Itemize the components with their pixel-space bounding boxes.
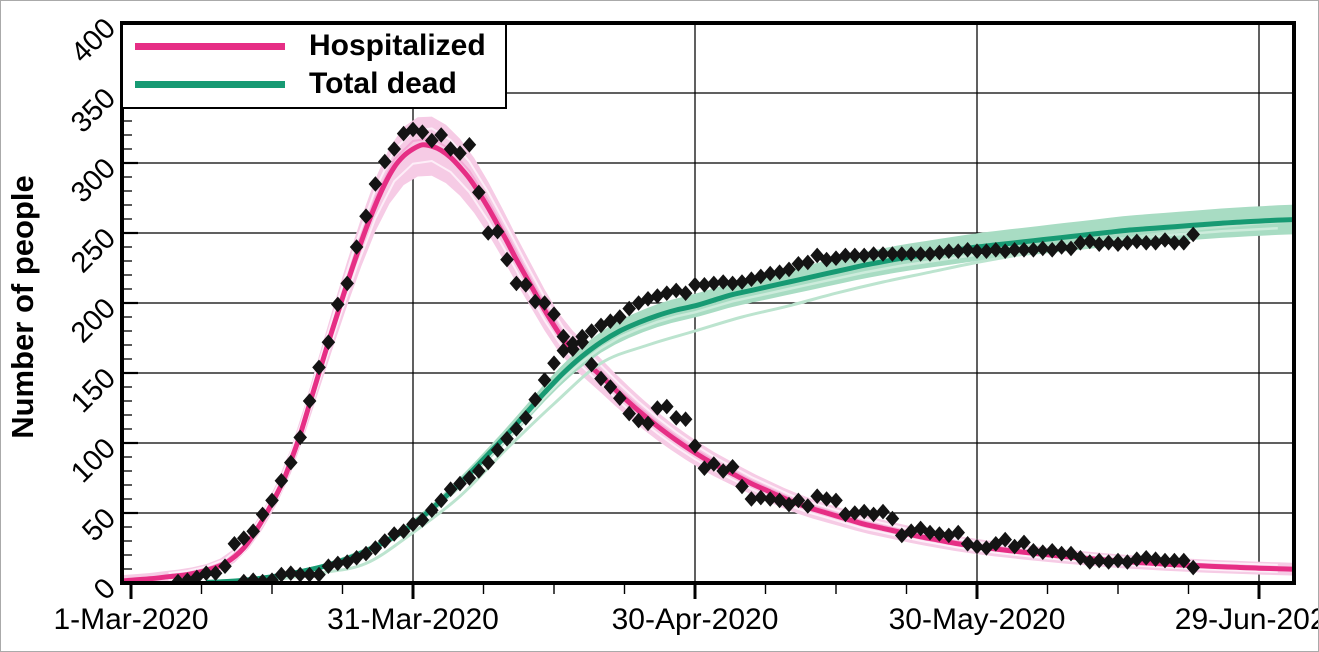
total-dead-line-swatch [135, 80, 285, 88]
y-tick-label: 50 [77, 502, 122, 547]
y-tick-label: 400 [65, 12, 122, 69]
x-tick-label: 29-Jun-2020 [1175, 603, 1319, 636]
hospitalized-sim-trace [168, 127, 1278, 575]
y-tick-label: 250 [65, 222, 122, 279]
plot-frame [120, 21, 1296, 585]
x-tick-label: 1-Mar-2020 [53, 603, 208, 636]
y-tick-label: 100 [65, 432, 122, 489]
total-dead-uncertainty-band [206, 204, 1294, 583]
hospitalized-line-swatch [135, 42, 285, 50]
y-tick-label: 0 [88, 572, 122, 606]
x-tick-label: 30-Apr-2020 [612, 603, 779, 636]
hospitalized-sim-trace [168, 137, 1278, 577]
y-tick-label: 350 [65, 82, 122, 139]
legend: Hospitalized Total dead [121, 23, 507, 109]
hospitalized-median-line [122, 142, 1294, 583]
plot-data-layer [122, 116, 1294, 583]
total-dead-observed-points [237, 226, 1200, 583]
legend-label-total-dead: Total dead [309, 67, 457, 100]
legend-item-total-dead: Total dead [123, 64, 505, 104]
y-tick-label: 150 [65, 362, 122, 419]
legend-item-hospitalized: Hospitalized [123, 26, 505, 66]
x-tick-label: 31-Mar-2020 [327, 603, 499, 636]
y-tick-label: 300 [65, 152, 122, 209]
y-axis-title: Number of people [5, 175, 40, 439]
x-tick-label: 30-May-2020 [889, 603, 1066, 636]
legend-label-hospitalized: Hospitalized [309, 29, 486, 62]
y-tick-label: 200 [65, 292, 122, 349]
ticks [124, 36, 1261, 599]
